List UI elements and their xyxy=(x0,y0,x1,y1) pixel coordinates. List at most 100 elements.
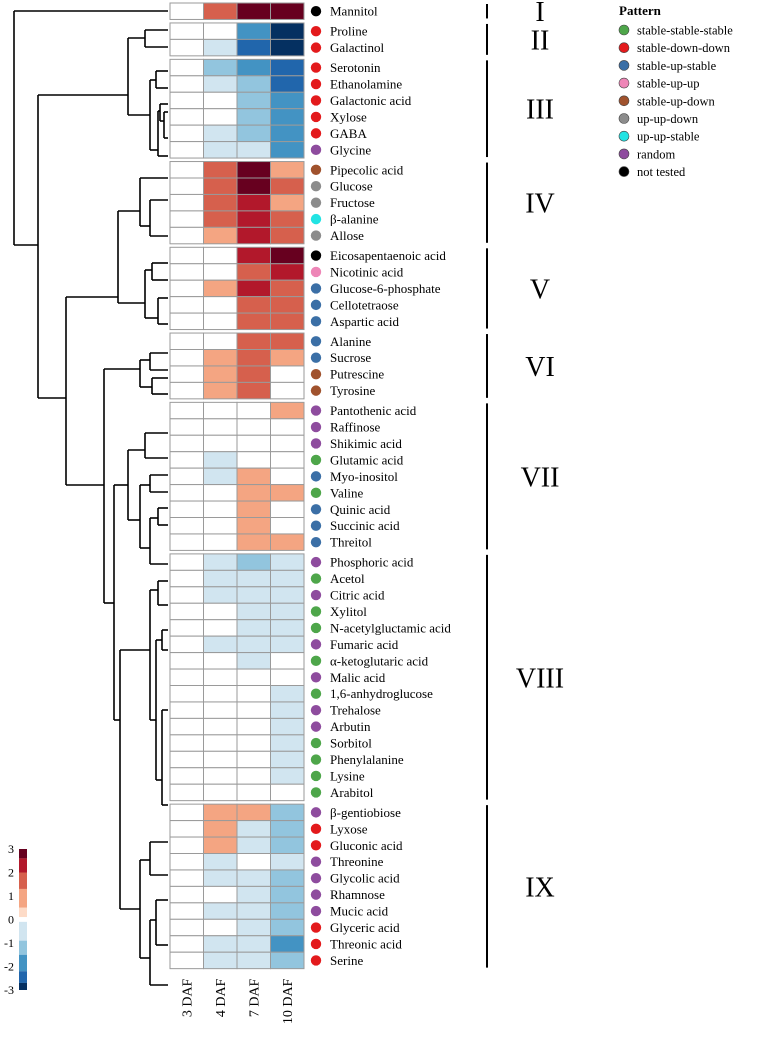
column-label: 4 DAF xyxy=(214,978,229,1017)
heatmap-cell xyxy=(270,803,305,822)
row-label: Galactonic acid xyxy=(330,93,412,108)
heatmap-cell xyxy=(203,193,238,212)
heatmap-cell xyxy=(236,177,271,195)
heatmap-cell xyxy=(203,553,238,571)
pattern-dot xyxy=(310,589,322,601)
row-label: β-alanine xyxy=(330,212,379,227)
color-scale-tick: 1 xyxy=(8,889,14,903)
color-scale-legend: 3 2 1 0 -1 -2 -3 xyxy=(4,842,27,997)
heatmap-cell xyxy=(236,2,271,20)
heatmap-cell xyxy=(236,108,271,126)
color-scale-swatch xyxy=(19,921,27,941)
heatmap-cell xyxy=(236,246,271,265)
pattern-dot xyxy=(310,438,322,449)
color-scale-swatch xyxy=(19,858,27,873)
row-label: Galactinol xyxy=(330,40,385,55)
row-label: Tyrosine xyxy=(330,383,376,398)
cluster-label: VII xyxy=(521,462,560,493)
cluster-label: IV xyxy=(525,189,555,220)
heatmap-cell xyxy=(169,586,204,604)
heatmap-cell xyxy=(270,279,305,298)
heatmap-cell xyxy=(203,853,238,871)
heatmap-cell xyxy=(203,951,238,970)
cluster-label: VI xyxy=(525,352,555,383)
heatmap-cell xyxy=(236,517,271,535)
pattern-dot xyxy=(310,520,322,531)
row-label: Myo-inositol xyxy=(330,469,398,484)
heatmap-cell xyxy=(203,279,238,298)
pattern-legend-dot xyxy=(618,130,630,142)
heatmap-cell xyxy=(203,418,238,436)
heatmap-cell xyxy=(236,381,271,400)
heatmap-cell xyxy=(236,619,271,637)
heatmap-cell xyxy=(169,381,204,400)
row-label: Ethanolamine xyxy=(330,77,402,92)
heatmap-cell xyxy=(270,349,305,367)
heatmap-cell xyxy=(169,668,204,686)
heatmap-cell xyxy=(169,853,204,871)
row-label: Gluconic acid xyxy=(330,838,403,853)
heatmap-cell xyxy=(203,935,238,953)
heatmap-cell xyxy=(203,161,238,179)
color-scale-tick: 2 xyxy=(8,866,14,880)
heatmap-cell xyxy=(169,717,204,736)
heatmap-cell xyxy=(203,869,238,887)
pattern-dot xyxy=(310,889,322,900)
heatmap-cell xyxy=(236,869,271,887)
heatmap-cell xyxy=(203,569,238,588)
pattern-dot xyxy=(310,840,322,851)
column-label: 3 DAF xyxy=(181,978,196,1017)
pattern-dot xyxy=(310,655,322,667)
row-label: β-gentiobiose xyxy=(330,805,401,820)
heatmap-cell xyxy=(203,467,238,486)
heatmap-cell xyxy=(203,783,238,802)
heatmap-cell xyxy=(203,619,238,637)
row-label: Quinic acid xyxy=(330,502,391,517)
heatmap-cell xyxy=(270,836,305,854)
heatmap-cell xyxy=(169,619,204,637)
row-label: Threonine xyxy=(330,854,384,869)
heatmap-cell xyxy=(270,263,305,281)
heatmap-cell xyxy=(169,296,204,314)
heatmap-cell xyxy=(203,685,238,703)
heatmap-cell xyxy=(270,885,305,904)
row-label: Xylose xyxy=(330,109,367,124)
heatmap-cell xyxy=(203,296,238,314)
pattern-dot xyxy=(310,922,322,933)
pattern-dot xyxy=(310,144,322,156)
pattern-dot xyxy=(310,6,322,17)
heatmap-cell xyxy=(169,553,204,571)
heatmap-cell xyxy=(236,38,271,57)
heatmap-cell xyxy=(203,484,238,502)
heatmap-cell xyxy=(169,484,204,502)
heatmap-cell xyxy=(169,91,204,110)
heatmap-cell xyxy=(169,332,204,350)
pattern-dot xyxy=(310,95,322,106)
heatmap-cell xyxy=(270,533,305,551)
pattern-legend-dot xyxy=(618,113,630,124)
heatmap-cell xyxy=(270,296,305,314)
column-label: 10 DAF xyxy=(281,978,296,1024)
heatmap-cell xyxy=(236,918,271,937)
pattern-legend-dot xyxy=(618,42,630,54)
heatmap-cell xyxy=(270,500,305,518)
heatmap-cell xyxy=(203,246,238,265)
pattern-dot xyxy=(310,164,322,175)
heatmap-cell xyxy=(169,750,204,769)
heatmap-cell xyxy=(236,467,271,486)
heatmap-cell xyxy=(236,635,271,654)
heatmap-cell xyxy=(236,401,271,420)
heatmap-cell xyxy=(203,885,238,904)
pattern-dot xyxy=(310,737,322,749)
heatmap-cell xyxy=(236,783,271,802)
pattern-legend-label: up-up-stable xyxy=(637,130,700,144)
pattern-dot xyxy=(310,487,322,499)
pattern-dot xyxy=(310,823,322,835)
heatmap-cell xyxy=(270,401,305,420)
row-label: Rhamnose xyxy=(330,887,385,902)
pattern-dot xyxy=(310,283,322,294)
heatmap-cell xyxy=(169,279,204,298)
row-label: Glucose-6-phosphate xyxy=(330,281,441,296)
heatmap-cell xyxy=(203,210,238,228)
